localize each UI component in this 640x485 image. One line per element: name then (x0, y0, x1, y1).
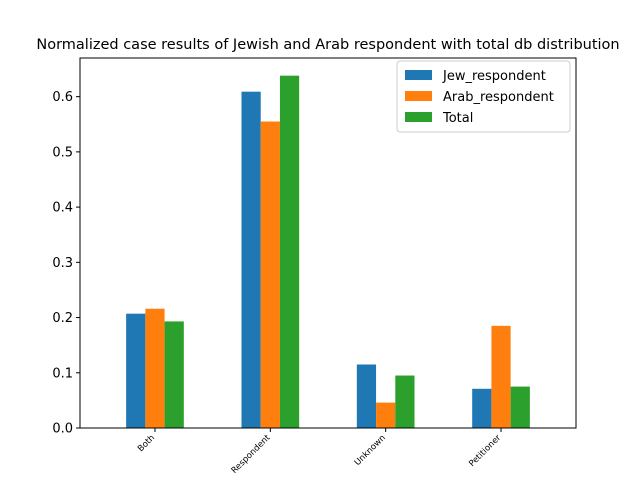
x-tick-label-petitioner: Petitioner (467, 433, 503, 469)
bar-jew-respondent-both (126, 313, 146, 428)
bar-arab-respondent-respondent (260, 121, 280, 429)
y-axis: 0.0 0.1 0.2 0.3 0.4 0.5 0.6 (52, 90, 80, 437)
bar-arab-respondent-petitioner (491, 325, 511, 428)
bar-arab-respondent-unknown (376, 402, 396, 428)
legend-label-jew-respondent: Jew_respondent (442, 69, 546, 84)
plot-frame (79, 57, 577, 429)
legend-swatch-arab-respondent (405, 91, 432, 101)
bar-total-both (164, 321, 184, 428)
chart-title: Normalized case results of Jewish and Ar… (36, 37, 619, 53)
y-tick-label: 0.0 (52, 422, 73, 437)
legend: Jew_respondent Arab_respondent Total (396, 60, 571, 133)
legend-swatch-total (405, 112, 432, 122)
y-tick-label: 0.4 (52, 201, 73, 216)
bar-total-respondent (279, 75, 300, 429)
legend-label-total: Total (442, 111, 473, 126)
x-tick-label-unknown: Unknown (353, 433, 388, 468)
y-tick-label: 0.6 (52, 90, 73, 105)
legend-box (396, 60, 571, 133)
y-tick-label: 0.3 (52, 256, 73, 271)
y-tick-label: 0.1 (52, 366, 73, 381)
legend-swatch-jew-respondent (405, 70, 432, 80)
x-axis: Both Respondent Unknown Petitioner (136, 428, 503, 476)
bar-jew-respondent-petitioner (472, 388, 492, 428)
x-tick-label-both: Both (136, 433, 157, 454)
y-tick-label: 0.2 (52, 311, 73, 326)
bars-group (126, 75, 530, 429)
bar-total-petitioner (510, 386, 530, 428)
bar-arab-respondent-both (145, 308, 165, 428)
x-tick-label-respondent: Respondent (230, 433, 273, 476)
bar-total-unknown (395, 375, 415, 428)
y-tick-label: 0.5 (52, 145, 73, 160)
bar-jew-respondent-respondent (241, 91, 261, 428)
bar-jew-respondent-unknown (356, 364, 377, 428)
legend-label-arab-respondent: Arab_respondent (443, 90, 554, 105)
